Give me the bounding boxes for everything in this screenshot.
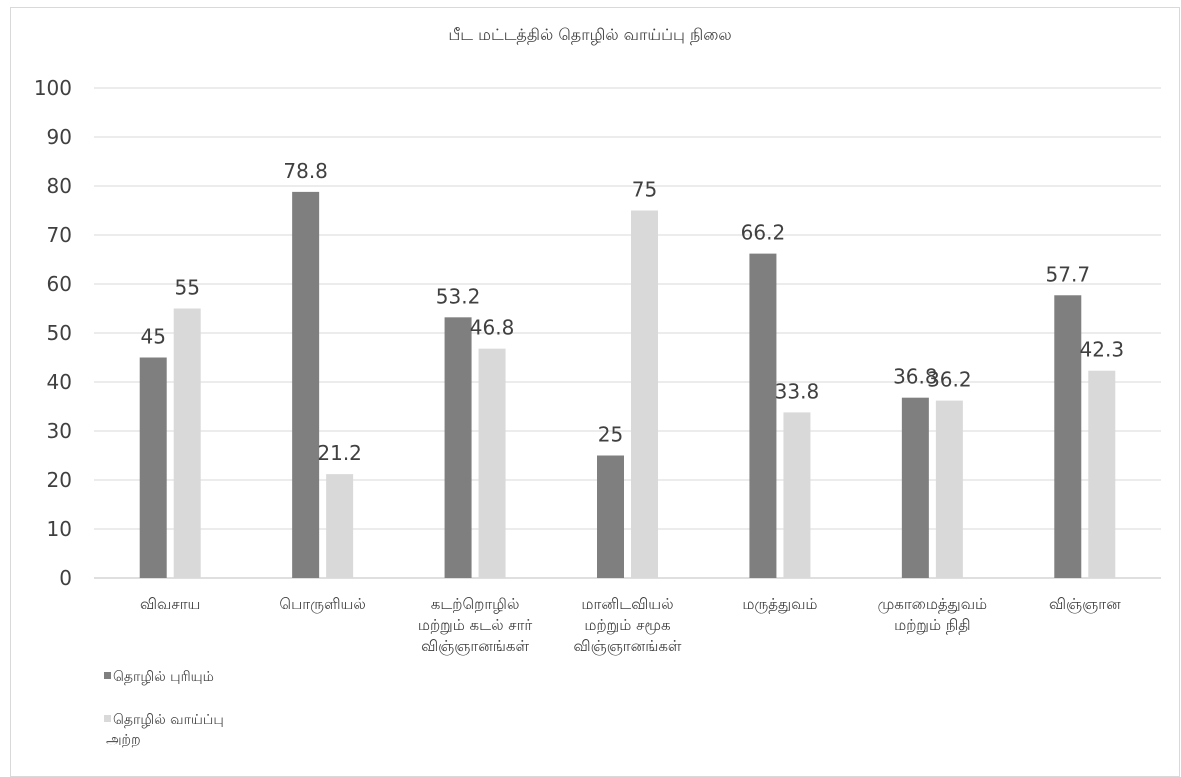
y-tick-label: 0 (59, 566, 72, 590)
x-tick-label-line: விஞ்ஞான (1049, 595, 1121, 613)
x-tick-label: கடற்றொழில் மற்றும் கடல் சார் விஞ்ஞானங்கள் (418, 595, 533, 655)
chart-frame (10, 7, 1180, 777)
bar (749, 253, 777, 578)
y-tick-label: 100 (34, 76, 72, 100)
legend: தொழில் புரியும் தொழில் வாய்ப்பு அற்ற (104, 669, 224, 748)
x-tick-label-line: மற்றும் நிதி (894, 616, 970, 634)
data-label: 21.2 (317, 441, 362, 465)
x-tick-label: பொருளியல் (279, 595, 365, 613)
x-tick-label-line: விஞ்ஞானங்கள் (574, 637, 682, 655)
x-tick-label: விஞ்ஞான (1049, 595, 1121, 613)
data-label: 75 (632, 178, 657, 202)
data-label: 45 (140, 325, 165, 349)
bar (901, 397, 929, 578)
x-tick-label-line: மற்றும் கடல் சார் (418, 616, 533, 634)
bar (1054, 295, 1082, 578)
y-tick-label: 20 (47, 468, 72, 492)
bar (292, 191, 320, 578)
y-axis-ticks: 0 10 20 30 40 50 60 70 80 90 100 (34, 76, 72, 590)
bar (597, 455, 624, 578)
legend-label: தொழில் வாய்ப்பு (113, 712, 224, 728)
bars (139, 191, 1116, 578)
y-tick-label: 30 (47, 419, 72, 443)
x-tick-label-line: முகாமைத்துவம் (878, 595, 988, 613)
data-label: 46.8 (470, 316, 515, 340)
y-tick-label: 10 (47, 517, 72, 541)
data-label: 42.3 (1080, 338, 1125, 362)
chart-title: பீட மட்டத்தில் தொழில் வாய்ப்பு நிலை (448, 25, 731, 44)
x-tick-label-line: பொருளியல் (279, 595, 365, 613)
data-label: 57.7 (1046, 262, 1091, 286)
data-label: 55 (174, 276, 199, 300)
data-label: 78.8 (283, 159, 328, 183)
x-tick-label-line: மற்றும் சமூக (584, 616, 670, 634)
legend-swatch (104, 715, 111, 722)
gridlines (94, 87, 1161, 579)
legend-label: தொழில் புரியும் (113, 669, 214, 685)
y-tick-label: 60 (47, 272, 72, 296)
x-tick-label-line: கடற்றொழில் (431, 595, 520, 613)
x-tick-label: மருத்துவம் (742, 595, 817, 613)
x-axis-ticks: விவசாய பொருளியல் கடற்றொழில் மற்றும் கடல் சா… (140, 595, 1121, 655)
data-label: 33.8 (775, 379, 820, 403)
legend-item: தொழில் புரியும் (104, 669, 214, 685)
legend-swatch (104, 672, 111, 679)
y-tick-label: 70 (47, 223, 72, 247)
bar (935, 400, 963, 578)
legend-item: தொழில் வாய்ப்பு அற்ற (104, 712, 224, 748)
data-label: 53.2 (436, 284, 481, 308)
x-tick-label: மானிடவியல் மற்றும் சமூக விஞ்ஞானங்கள் (574, 595, 682, 655)
y-tick-label: 80 (47, 174, 72, 198)
bar (783, 412, 811, 578)
x-tick-label-line: விவசாய (140, 595, 200, 613)
bar (173, 308, 201, 578)
data-label: 36.2 (927, 368, 972, 392)
data-labels: 45 78.8 53.2 25 66.2 36.8 57.7 55 21.2 46.8 75 33.8… (140, 159, 1124, 465)
data-label: 66.2 (741, 221, 786, 245)
x-tick-label-line: விஞ்ஞானங்கள் (421, 637, 529, 655)
x-tick-label: முகாமைத்துவம் மற்றும் நிதி (878, 595, 988, 634)
legend-label: அற்ற (106, 732, 141, 748)
y-tick-label: 40 (47, 370, 72, 394)
y-tick-label: 90 (47, 125, 72, 149)
bar (631, 210, 658, 578)
data-label: 36.8 (893, 365, 938, 389)
x-tick-label-line: மருத்துவம் (742, 595, 817, 613)
bar (444, 317, 472, 578)
data-label: 25 (598, 423, 623, 447)
bar (326, 474, 354, 578)
bar (1088, 370, 1116, 578)
bar (478, 348, 506, 578)
y-tick-label: 50 (47, 321, 72, 345)
bar (139, 357, 167, 578)
x-tick-label-line: மானிடவியல் (581, 595, 673, 613)
x-tick-label: விவசாய (140, 595, 200, 613)
